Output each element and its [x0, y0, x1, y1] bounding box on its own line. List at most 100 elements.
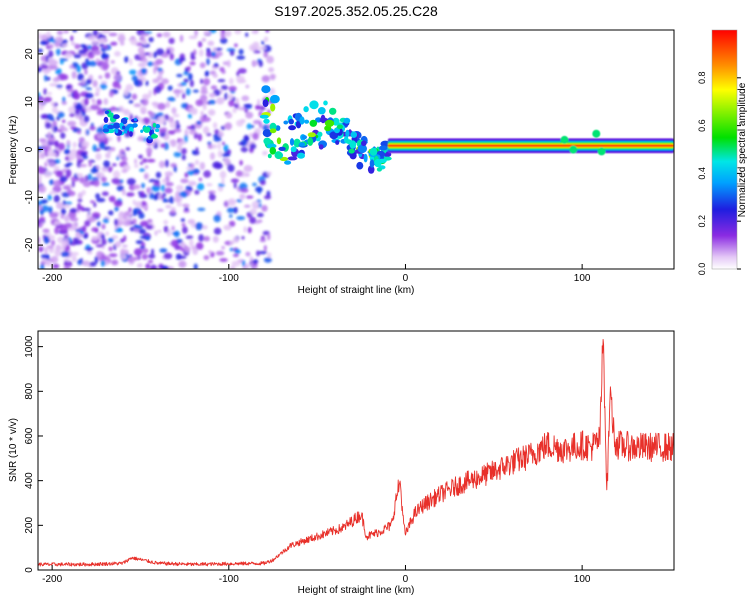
spectrogram-transition-cell: [275, 125, 281, 131]
spectrogram-noise-cell: [52, 185, 62, 193]
spectrogram-noise-cell: [100, 260, 106, 267]
spectrogram-noise-cell: [108, 149, 112, 154]
spectrogram-early-tone-cell: [132, 123, 138, 128]
spectrogram-noise-cell: [78, 239, 83, 244]
spectrogram-noise-cell: [49, 64, 58, 70]
spectrogram-noise-cell: [158, 160, 165, 168]
spectrogram-noise-cell: [38, 67, 43, 73]
spectrogram-noise-cell: [91, 212, 101, 219]
spectrogram-noise-cell: [145, 80, 149, 86]
spectrogram-noise-cell: [220, 85, 228, 91]
spectrogram-noise-cell: [167, 85, 173, 91]
spectrogram-noise-cell: [203, 236, 210, 242]
spectrogram-noise-cell: [167, 96, 176, 102]
spectrogram-noise-cell: [47, 38, 56, 43]
spectrogram-transition-cell: [270, 103, 276, 112]
spectrogram-transition-cell: [350, 131, 358, 138]
spectrogram-noise-cell: [214, 129, 219, 135]
spectrogram-noise-cell: [108, 91, 114, 98]
spectrogram-noise-cell: [100, 233, 105, 240]
spectrogram-noise-cell: [181, 154, 186, 161]
spectrogram-noise-cell: [118, 33, 123, 38]
spectrogram-noise-cell: [236, 199, 243, 203]
spectrogram-noise-cell: [239, 160, 243, 166]
spectrogram-noise-cell: [217, 150, 223, 158]
spectrogram-noise-cell: [47, 131, 52, 140]
spectrogram-noise-cell: [191, 107, 198, 115]
spectrogram-noise-cell: [173, 165, 177, 173]
spectrogram-noise-cell: [76, 173, 84, 178]
spectrogram-noise-cell: [170, 239, 179, 247]
spectrogram-noise-cell: [146, 158, 156, 163]
spectrogram-noise-cell: [151, 101, 159, 106]
spectrogram-noise-cell: [145, 263, 151, 269]
spectrogram-noise-cell: [71, 255, 77, 263]
spectrogram-noise-cell: [113, 200, 123, 207]
spectrogram-noise-cell: [219, 258, 228, 262]
colorbar-tick-label: 0.2: [697, 215, 707, 228]
spectrogram-noise-cell: [95, 227, 99, 234]
spectrogram-noise-cell: [103, 160, 110, 169]
spectrogram-noise-cell: [48, 57, 54, 66]
spectrogram-noise-cell: [228, 85, 237, 92]
spectrogram-noise-cell: [253, 50, 261, 54]
spectrogram-y-tick-label: 20: [24, 48, 35, 60]
spectrogram-noise-cell: [48, 235, 56, 240]
spectrogram-transition-cell: [317, 131, 323, 137]
spectrogram-noise-cell: [147, 219, 153, 223]
spectrogram-transition-cell: [317, 107, 326, 115]
spectrogram-noise-cell: [94, 256, 99, 264]
spectrogram-noise-cell: [147, 110, 153, 115]
spectrogram-noise-cell: [40, 64, 49, 70]
spectrogram-noise-cell: [140, 120, 145, 125]
spectrogram-noise-cell: [177, 255, 187, 259]
spectrogram-noise-cell: [187, 169, 195, 176]
spectrogram-noise-cell: [165, 204, 172, 209]
spectrogram-noise-cell: [233, 206, 238, 214]
spectrogram-noise-cell: [40, 40, 48, 46]
spectrogram-early-tone-cell: [140, 129, 144, 133]
spectrogram-noise-cell: [234, 30, 242, 35]
spectrogram-noise-cell: [111, 177, 121, 184]
spectrogram-noise-cell: [168, 196, 175, 204]
spectrogram-noise-cell: [84, 175, 89, 182]
spectrogram-noise-cell: [245, 251, 251, 257]
spectrogram-noise-cell: [235, 97, 239, 105]
spectrogram-noise-cell: [180, 82, 187, 86]
spectrogram-noise-cell: [175, 93, 180, 98]
spectrogram-noise-cell: [159, 248, 168, 253]
spectrogram-noise-cell: [196, 120, 202, 125]
spectrogram-noise-cell: [260, 179, 266, 186]
spectrogram-noise-cell: [46, 76, 51, 81]
spectrogram-noise-cell: [175, 184, 184, 191]
spectrogram-noise-cell: [77, 73, 84, 81]
spectrogram-transition-cell: [297, 152, 305, 159]
spectrogram-noise-cell: [240, 188, 249, 193]
spectrogram-noise-cell: [129, 69, 137, 75]
spectrogram-noise-cell: [164, 171, 174, 177]
spectrogram-noise-cell: [164, 159, 169, 168]
spectrogram-noise-cell: [158, 74, 163, 79]
spectrogram-noise-cell: [263, 50, 269, 58]
spectrogram-transition-cell: [304, 119, 310, 124]
spectrogram-noise-cell: [140, 182, 146, 189]
spectrogram-noise-cell: [89, 126, 96, 131]
spectrogram-noise-cell: [112, 170, 121, 179]
spectrogram-noise-cell: [141, 248, 149, 254]
spectrogram-noise-cell: [224, 122, 232, 130]
spectrogram-noise-cell: [119, 41, 125, 46]
spectrogram-noise-cell: [86, 61, 91, 67]
spectrogram-transition-cell: [270, 94, 280, 104]
spectrogram-noise-cell: [81, 189, 86, 196]
spectrogram-x-tick-label: -200: [42, 273, 62, 284]
spectrogram-noise-cell: [189, 239, 194, 247]
spectrogram-noise-cell: [63, 235, 68, 239]
spectrogram-noise-cell: [124, 132, 130, 138]
spectrogram-transition-cell: [318, 144, 324, 150]
spectrogram-noise-cell: [129, 58, 133, 66]
spectrogram-noise-cell: [243, 165, 253, 172]
spectrogram-noise-cell: [64, 214, 70, 223]
spectrogram-noise-cell: [72, 141, 77, 148]
spectrogram-early-tone-cell: [129, 131, 133, 137]
spectrogram-noise-cell: [174, 230, 180, 238]
